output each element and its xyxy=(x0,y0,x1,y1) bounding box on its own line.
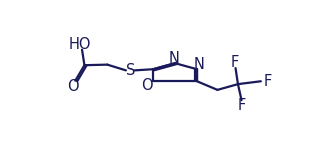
Text: N: N xyxy=(194,57,205,72)
Text: F: F xyxy=(238,98,246,113)
Text: HO: HO xyxy=(69,37,91,52)
Text: F: F xyxy=(264,74,272,89)
Text: N: N xyxy=(169,51,179,66)
Text: S: S xyxy=(126,63,135,78)
Text: F: F xyxy=(231,55,239,70)
Text: O: O xyxy=(67,79,79,94)
Text: O: O xyxy=(141,78,153,93)
